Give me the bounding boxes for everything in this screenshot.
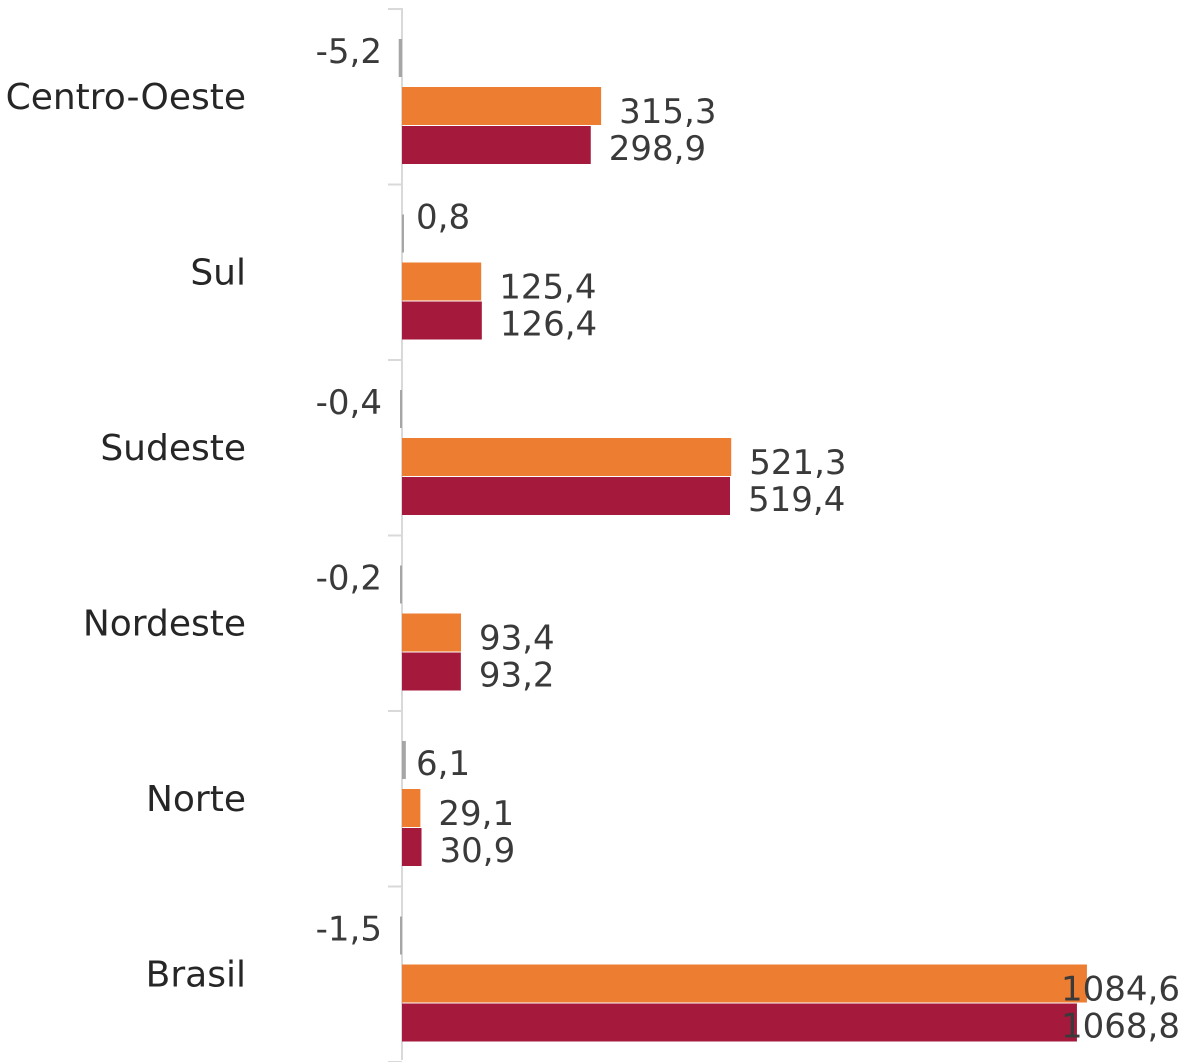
bar-series-2 [402,789,421,827]
bar-series-3 [402,828,422,866]
axis-layer [388,8,403,1062]
bar-series-2 [402,87,602,125]
data-label: -5,2 [316,32,382,72]
bar-series-1 [400,916,402,955]
data-label: 30,9 [440,831,516,871]
data-label: 93,2 [479,656,555,696]
bar-series-2 [402,613,461,652]
data-label: 29,1 [438,794,514,834]
data-label: 1084,6 [1061,970,1180,1010]
data-label: 125,4 [499,268,596,308]
data-label: -0,4 [316,383,382,423]
bar-series-3 [402,1003,1077,1042]
bars-layer [398,39,1087,1042]
data-label: -1,5 [316,910,382,950]
bar-series-1 [402,214,404,253]
bar-series-3 [402,126,591,164]
bar-series-2 [402,964,1087,1003]
data-label: 1068,8 [1061,1007,1180,1047]
bar-series-2 [402,262,482,301]
data-label: 315,3 [619,92,716,132]
bar-series-1 [400,390,402,428]
bar-series-1 [400,565,402,604]
data-label: 519,4 [748,480,845,520]
category-label: Norte [146,779,246,820]
data-label: 6,1 [416,744,470,784]
bar-series-3 [402,301,482,340]
bar-series-1 [402,741,406,779]
bar-series-2 [402,438,732,476]
data-label: -0,2 [316,559,382,599]
bar-series-3 [402,652,461,691]
category-label: Nordeste [83,603,246,644]
category-label: Sul [190,252,246,293]
category-label: Centro-Oeste [6,77,246,118]
data-label: 521,3 [749,443,846,483]
data-label: 93,4 [479,619,555,659]
category-label: Brasil [146,954,246,995]
bar-series-3 [402,477,731,515]
data-label: 126,4 [500,305,597,345]
data-label: 298,9 [609,129,706,169]
data-label: 0,8 [416,198,470,238]
bar-series-1 [398,39,402,77]
category-label: Sudeste [100,428,246,469]
